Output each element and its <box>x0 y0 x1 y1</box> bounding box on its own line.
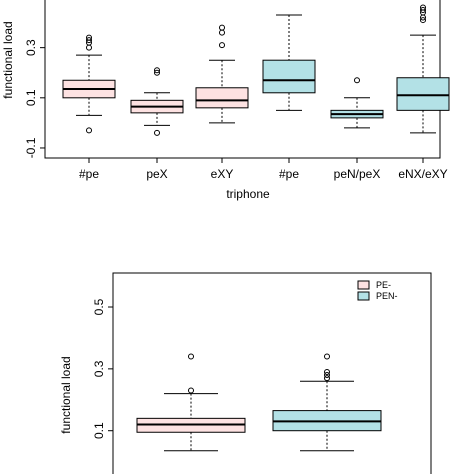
top-box-x-tick-label-5: eNX/eXY <box>398 167 447 181</box>
legend-swatch-pe-minus <box>357 280 370 290</box>
top-box-2-outlier-0 <box>219 24 225 31</box>
bottom-box-1-outlier-3 <box>324 375 330 382</box>
top-y-axis: -0.1 0.1 0.3 <box>24 39 45 158</box>
bottom-box-1-outlier-2 <box>324 372 330 379</box>
bottom-box-1-outlier-0 <box>324 353 330 360</box>
top-box-2-box <box>195 87 249 109</box>
top-box-0-outlier-3 <box>86 44 92 51</box>
bottom-box-0-outlier-1 <box>188 387 194 394</box>
bottom-y-axis-title: functional load <box>59 356 73 433</box>
top-x-axis-title: triphone <box>226 187 270 201</box>
top-box-y-tick-label-0: -0.1 <box>24 137 38 158</box>
top-y-axis-title: functional load <box>1 21 15 98</box>
bottom-plot-frame <box>112 272 432 474</box>
top-x-axis: #pe peX eXY #pe peN/peX eNX/eXY <box>79 158 448 181</box>
bottom-box-1-outlier-1 <box>324 368 330 375</box>
bottom-y-axis: 0.1 0.3 0.5 <box>92 298 113 439</box>
bottom-box-y-tick-label-0: 0.1 <box>92 422 106 439</box>
top-box-5-outlier-3 <box>420 14 426 21</box>
legend: PE- PEN- <box>357 280 398 301</box>
top-box-5-outlier-1 <box>420 7 426 14</box>
top-box-2-outlier-2 <box>219 42 225 49</box>
top-box-x-tick-label-4: peN/peX <box>334 167 381 181</box>
top-box-y-tick-label-1: 0.1 <box>24 89 38 106</box>
top-boxplot: -0.1 0.1 0.3 #pe peX eXY #pe peN/peX eNX/eXY tr… <box>1 0 450 201</box>
bottom-boxplot: 0.1 0.3 0.5 functional load PE- PEN- <box>59 272 432 474</box>
bottom-boxplot-marks <box>136 353 382 452</box>
top-box-5-outlier-4 <box>420 17 426 24</box>
bottom-box-y-tick-label-1: 0.3 <box>92 360 106 377</box>
legend-swatch-pen-minus <box>357 291 370 301</box>
top-box-1-outlier-0 <box>154 67 160 74</box>
top-box-y-tick-label-2: 0.3 <box>24 39 38 56</box>
legend-label-pen-minus: PEN- <box>376 291 398 301</box>
top-box-0-outlier-1 <box>86 37 92 44</box>
top-box-x-tick-label-3: #pe <box>279 167 299 181</box>
top-box-4-outlier-0 <box>354 77 360 84</box>
top-box-x-tick-label-2: eXY <box>211 167 234 181</box>
top-box-0-outlier-4 <box>86 127 92 134</box>
top-box-5-box <box>396 77 450 111</box>
legend-label-pe-minus: PE- <box>376 280 391 290</box>
bottom-box-0-outlier-0 <box>188 353 194 360</box>
top-box-x-tick-label-1: peX <box>146 167 167 181</box>
top-box-2-outlier-1 <box>219 29 225 36</box>
top-box-x-tick-label-0: #pe <box>79 167 99 181</box>
top-boxplot-marks <box>62 4 450 136</box>
top-box-3-box <box>262 59 316 94</box>
top-box-1-outlier-2 <box>154 129 160 136</box>
top-box-1-outlier-1 <box>154 69 160 76</box>
bottom-box-y-tick-label-2: 0.5 <box>92 298 106 315</box>
top-plot-frame <box>44 0 441 159</box>
